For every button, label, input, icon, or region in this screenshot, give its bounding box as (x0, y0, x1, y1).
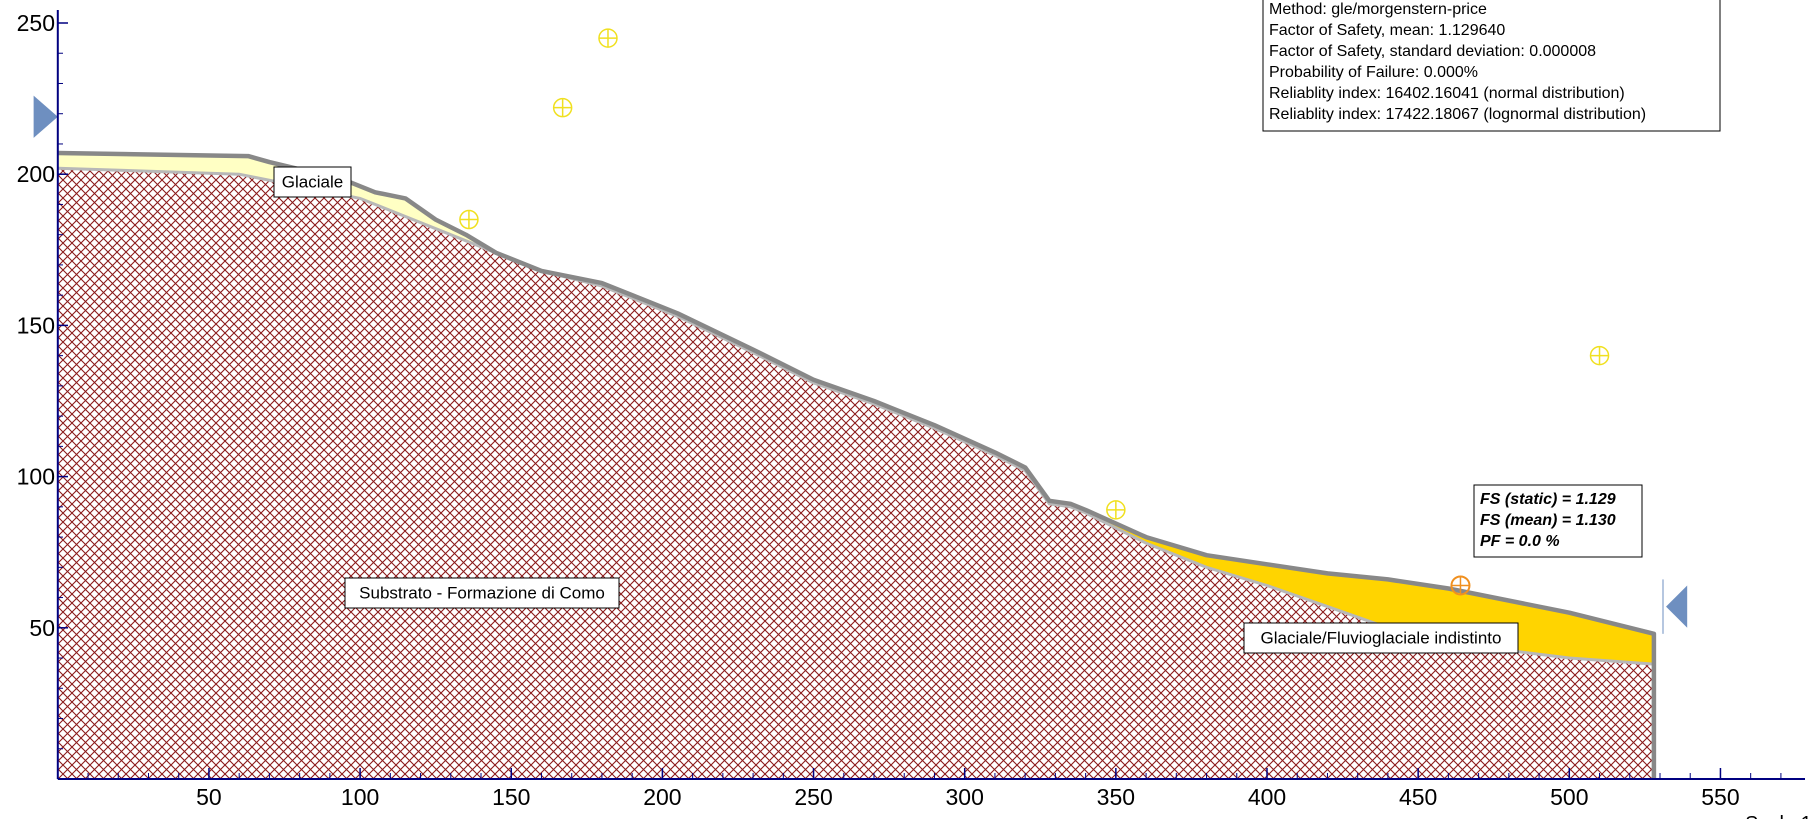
fs-line: FS (static) = 1.129 (1480, 491, 1616, 508)
critical-center-cross (1451, 576, 1470, 595)
scale-label: Scale 1 (1745, 813, 1812, 819)
water-marker-left (33, 95, 58, 138)
info-box (1262, 0, 1721, 132)
layer-label-box (1243, 622, 1519, 654)
x-tick-label: 50 (196, 784, 222, 810)
center-marker-cross (1106, 500, 1125, 519)
x-tick-label: 200 (643, 784, 681, 810)
x-tick-label: 350 (1097, 784, 1135, 810)
center-marker-cross (553, 98, 572, 117)
ground-surface (57, 150, 1657, 779)
layer-label: Substrato - Formazione di Como (359, 583, 605, 602)
info-line: Method: gle/morgenstern-price (1269, 1, 1487, 18)
fs-line: FS (mean) = 1.130 (1480, 512, 1616, 529)
x-tick-label: 400 (1248, 784, 1286, 810)
layer-label: Glaciale/Fluvioglaciale indistinto (1261, 628, 1502, 647)
y-tick-label: 150 (17, 312, 55, 338)
y-tick-label: 100 (17, 464, 55, 490)
fs-box (1473, 484, 1643, 558)
fs-line: PF = 0.0 % (1480, 533, 1560, 550)
x-tick-label: 150 (492, 784, 530, 810)
info-line: Probability of Failure: 0.000% (1269, 64, 1478, 81)
info-line: Reliablity index: 16402.16041 (normal di… (1269, 85, 1625, 102)
x-tick-label: 250 (794, 784, 832, 810)
layer-label: Glaciale (282, 172, 343, 191)
x-tick-label: 300 (946, 784, 984, 810)
info-line: Factor of Safety, standard deviation: 0.… (1269, 43, 1596, 60)
center-marker-cross (459, 210, 478, 229)
bedrock (57, 168, 1654, 779)
y-tick-label: 50 (29, 615, 55, 641)
x-tick-label: 500 (1550, 784, 1588, 810)
center-marker-cross (598, 29, 617, 48)
info-line: Factor of Safety, mean: 1.129640 (1269, 22, 1505, 39)
water-marker-right (1666, 585, 1688, 628)
x-tick-label: 450 (1399, 784, 1437, 810)
y-tick-label: 250 (17, 10, 55, 36)
info-line: Reliablity index: 17422.18067 (lognormal… (1269, 106, 1646, 123)
y-tick-label: 200 (17, 161, 55, 187)
layer-label-box (273, 166, 352, 198)
x-tick-label: 100 (341, 784, 379, 810)
center-marker-cross (1590, 346, 1609, 365)
layer-label-box (344, 577, 620, 609)
x-tick-label: 550 (1701, 784, 1739, 810)
